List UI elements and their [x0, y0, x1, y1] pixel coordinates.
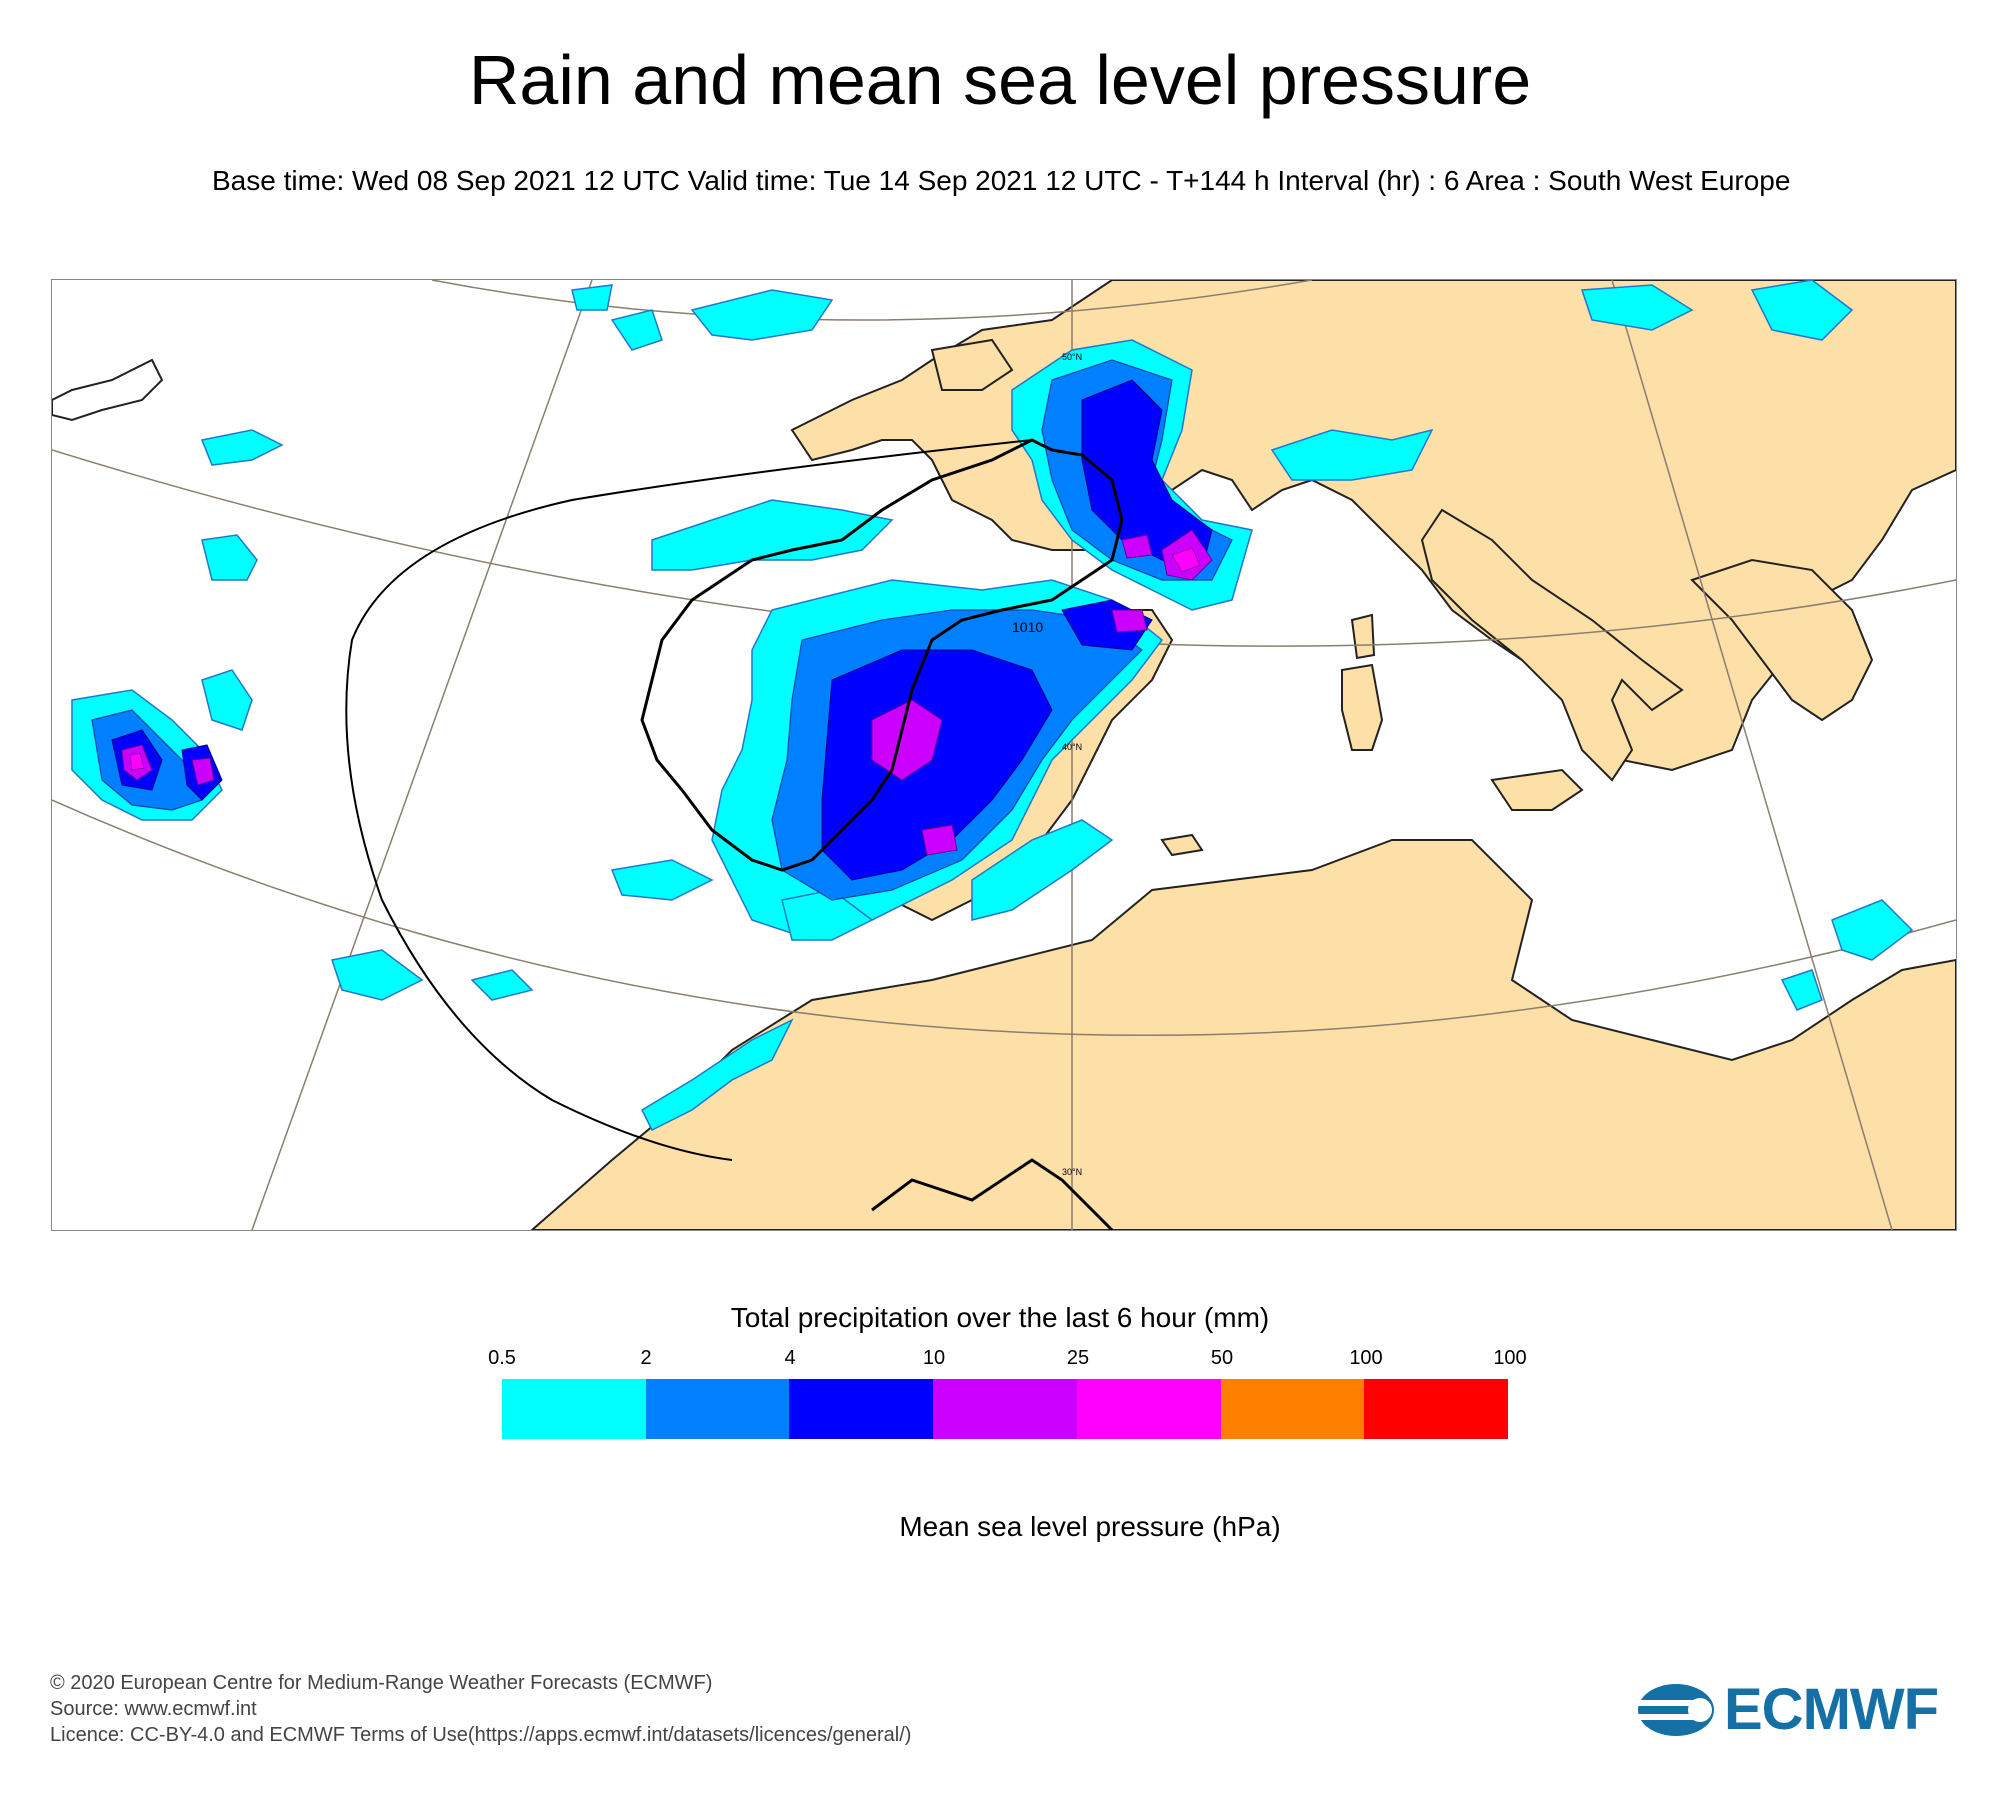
precip-biscay: [651, 499, 894, 571]
precip-atl-7: [610, 859, 714, 901]
legend-swatch: [645, 1379, 790, 1439]
isobar-label: 1010: [1012, 619, 1043, 635]
legend-tick: 100: [1493, 1347, 1527, 1369]
footer: © 2020 European Centre for Medium-Range …: [50, 1670, 911, 1748]
legend-swatch: [1220, 1379, 1365, 1439]
legend-swatch: [1364, 1379, 1509, 1439]
land-britain: [930, 338, 1014, 391]
chart-title: Rain and mean sea level pressure: [468, 41, 1532, 119]
lat-label-50: 50°N: [1062, 352, 1082, 362]
land-balkans: [1690, 558, 1874, 722]
chart-subtitle: Base time: Wed 08 Sep 2021 12 UTC Valid …: [212, 165, 1791, 196]
land-north-africa: [530, 839, 1956, 1230]
licence-text: Licence: CC-BY-4.0 and ECMWF Terms of Us…: [50, 1724, 912, 1746]
precip-north-2: [610, 309, 663, 351]
isobar-layer: [345, 438, 1124, 1230]
legend-tick: 100: [1349, 1347, 1383, 1369]
legend-colorbar: [502, 1379, 1509, 1439]
precip-north-1: [690, 289, 834, 341]
ecmwf-logo-text: ECMWF: [1724, 1677, 1939, 1742]
precip-ionian: [1831, 899, 1914, 961]
land-corsica: [1350, 613, 1376, 660]
legend-swatch: [789, 1379, 934, 1439]
legend-swatch: [1076, 1379, 1221, 1439]
precip-morocco-2: [641, 1018, 794, 1132]
land-sicily: [1490, 768, 1584, 811]
land-azores: [52, 358, 164, 422]
precip-layer: [71, 280, 1914, 1132]
legend-ticks: 0.5 2 4 10 25 50 100 100: [466, 1347, 1546, 1371]
isobar-outer: [345, 439, 1033, 1161]
precip-atlantic-4: [200, 429, 284, 466]
legend-tick: 0.5: [488, 1347, 516, 1369]
legend-tick: 2: [640, 1347, 652, 1369]
precip-atlantic-3: [201, 534, 258, 581]
ecmwf-logo-icon: [1636, 1684, 1714, 1736]
legend-tick: 4: [784, 1347, 796, 1369]
precip-atlantic-2: [201, 669, 253, 731]
map-panel: 1010 50°N 40°N 30°N: [51, 279, 1957, 1231]
precip-med-1: [971, 819, 1114, 921]
legend-swatch: [502, 1379, 646, 1439]
isobar-1010: [640, 438, 1124, 872]
mslp-legend-title: Mean sea level pressure (hPa): [899, 1511, 1281, 1542]
map-canvas: 1010 50°N 40°N 30°N: [52, 280, 1956, 1230]
legend-tick: 25: [1066, 1347, 1090, 1369]
precip-libya: [1780, 969, 1823, 1011]
precip-ne-1: [1580, 284, 1694, 331]
precip-atl-5: [331, 949, 424, 1001]
precip-ne-2: [1750, 280, 1854, 341]
source-text: Source: www.ecmwf.int: [50, 1698, 257, 1720]
ecmwf-logo: ECMWF: [1636, 1680, 1958, 1740]
lat-label-40: 40°N: [1062, 742, 1082, 752]
legend-swatch: [933, 1379, 1077, 1439]
legend-tick: 10: [922, 1347, 946, 1369]
land-balearics: [1160, 833, 1204, 857]
legend-title: Total precipitation over the last 6 hour…: [730, 1302, 1270, 1333]
legend-tick: 50: [1210, 1347, 1234, 1369]
precip-atl-6: [470, 969, 534, 1001]
lat-label-30: 30°N: [1062, 1167, 1082, 1177]
precip-north-3: [571, 284, 613, 311]
precip-alps: [1270, 428, 1434, 481]
land-sardinia: [1341, 663, 1384, 751]
land-italy: [1420, 508, 1684, 782]
copyright-text: © 2020 European Centre for Medium-Range …: [50, 1672, 713, 1694]
